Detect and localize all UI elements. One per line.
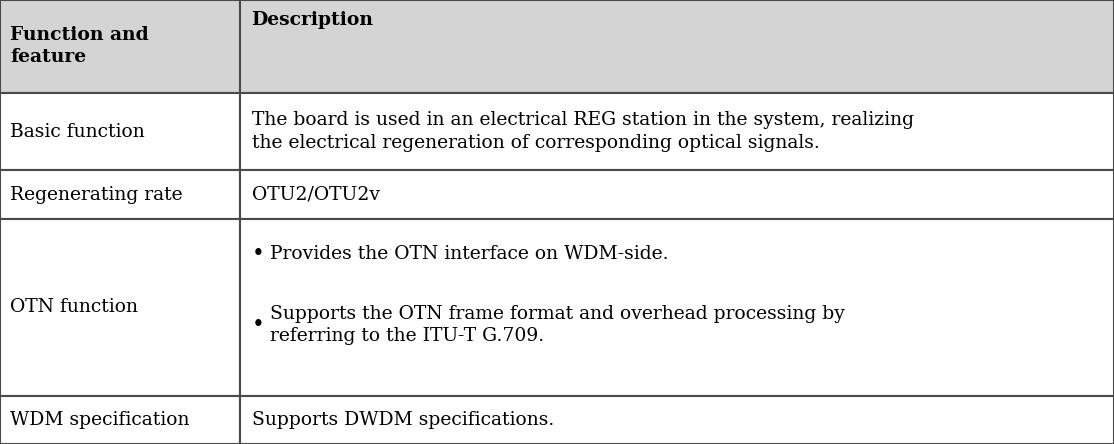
Bar xyxy=(0,170,240,219)
Bar xyxy=(240,0,1114,93)
Text: •: • xyxy=(252,314,264,336)
Text: Basic function: Basic function xyxy=(10,123,145,140)
Bar xyxy=(0,396,240,444)
Text: WDM specification: WDM specification xyxy=(10,411,189,429)
Text: •: • xyxy=(252,243,264,265)
Text: Provides the OTN interface on WDM-side.: Provides the OTN interface on WDM-side. xyxy=(270,245,668,263)
Bar xyxy=(240,219,1114,396)
Text: Function and
feature: Function and feature xyxy=(10,26,149,67)
Text: Supports DWDM specifications.: Supports DWDM specifications. xyxy=(252,411,554,429)
Text: Supports the OTN frame format and overhead processing by
referring to the ITU-T : Supports the OTN frame format and overhe… xyxy=(270,305,844,345)
Bar xyxy=(240,93,1114,170)
Text: OTN function: OTN function xyxy=(10,298,138,316)
Bar xyxy=(240,170,1114,219)
Text: Description: Description xyxy=(252,12,373,29)
Bar xyxy=(240,396,1114,444)
Bar xyxy=(0,219,240,396)
Bar xyxy=(0,0,240,93)
Bar xyxy=(0,93,240,170)
Text: Regenerating rate: Regenerating rate xyxy=(10,186,183,204)
Text: The board is used in an electrical REG station in the system, realizing
the elec: The board is used in an electrical REG s… xyxy=(252,111,913,152)
Text: OTU2/OTU2v: OTU2/OTU2v xyxy=(252,186,380,204)
